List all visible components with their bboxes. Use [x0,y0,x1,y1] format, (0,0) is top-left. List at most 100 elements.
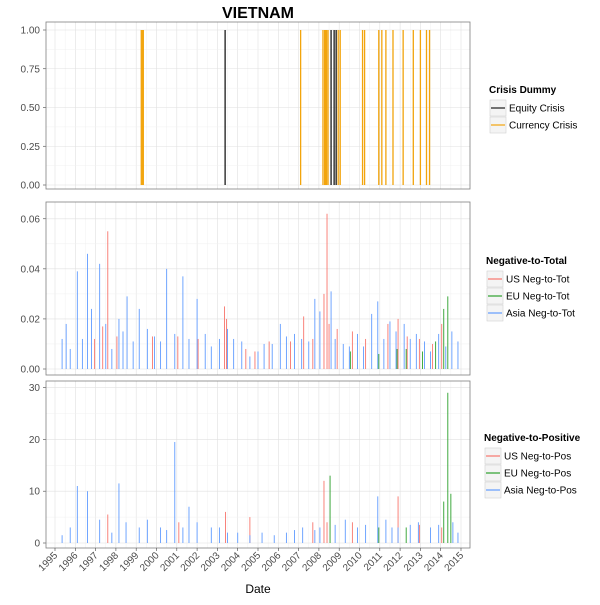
x-tick-label: 2006 [260,550,284,574]
y-tick-label: 0 [34,539,40,550]
bar [254,351,256,369]
bar [301,338,303,369]
bar [99,263,101,369]
bar [435,341,437,369]
bar [204,333,206,369]
bar [337,30,339,185]
bar [342,343,344,369]
y-tick-label: 0.75 [21,64,41,75]
bar [116,336,118,369]
legend-label: Currency Crisis [509,121,577,132]
bar [392,30,394,185]
bar [451,331,453,369]
bar [361,30,364,185]
bar [378,527,380,543]
bar [303,316,305,369]
bar [285,336,287,369]
bar [61,535,63,543]
bar [402,30,404,185]
bar [406,336,408,369]
y-tick-label: 0.04 [21,264,41,275]
bar [160,341,162,369]
bar [397,527,399,543]
series-currency-crisis [140,30,431,185]
bar [61,338,63,369]
bar [378,30,380,185]
y-tick-label: 0.06 [21,214,41,225]
bar [249,535,251,543]
legend-3: Negative-to-Positive US Neg-to-Pos EU Neg-… [484,433,581,499]
bar [430,527,431,543]
bar [312,338,314,369]
x-axis: 1995199619971998199920002001200220032004… [37,548,466,574]
bar [111,348,113,369]
bar [417,522,419,543]
bar [326,213,328,369]
series-equity-crisis [224,30,337,185]
bar [132,341,134,369]
bar [432,343,434,369]
bar [348,346,350,369]
bar [441,527,443,543]
bar [403,323,405,369]
series-us-neg-to-pos [107,480,443,543]
bar [438,333,440,369]
bar [395,331,397,369]
x-tick-label: 1997 [77,550,101,574]
x-tick-label: 1999 [118,550,142,574]
bar [146,519,148,543]
legend-1: Crisis Dummy Equity Crisis Currency Crisis [489,85,577,134]
legend-label: EU Neg-to-Pos [504,469,571,480]
bar [418,338,420,369]
panel-3: 0 10 20 30 [29,380,471,550]
bar [226,318,227,369]
legend-label: EU Neg-to-Tot [506,292,570,303]
bar [314,298,316,369]
legend-label: US Neg-to-Pos [504,452,571,463]
bar [154,336,155,369]
bar [339,30,341,185]
x-tick-label: 2004 [219,550,243,574]
bar [237,532,239,543]
bar [334,524,336,543]
panel-border [45,21,471,190]
bar [443,308,445,369]
bar [225,511,226,543]
bar [457,341,459,369]
bar [312,522,314,543]
bar [336,328,338,369]
bar [419,30,422,185]
x-tick-label: 2002 [179,550,203,574]
bar [445,346,447,369]
bar [227,328,228,369]
bar [151,336,153,369]
bar [290,341,291,369]
x-axis-label: Date [245,582,271,596]
bar [335,30,337,185]
legend-title: Negative-to-Positive [484,433,581,444]
bar [197,338,199,369]
bar [294,530,295,543]
bar [447,392,449,543]
x-tick-label: 2013 [402,550,426,574]
legend-label: US Neg-to-Tot [506,275,570,286]
bar [334,338,336,369]
bar [174,441,176,543]
bar [333,30,335,185]
bar [314,530,316,543]
bar [324,30,327,185]
y-tick-label: 0.25 [21,142,41,153]
bar [166,530,168,543]
x-tick-label: 1998 [98,550,122,574]
legend-label: Asia Neg-to-Pos [504,486,577,497]
panel-border [45,201,471,376]
bar [328,323,330,369]
bar [188,338,190,369]
panel-1: 0.00 0.25 0.50 0.75 1.00 [21,21,471,192]
bar [323,30,326,185]
x-tick-label: 2000 [138,550,162,574]
x-tick-label: 2001 [158,550,182,574]
bar [210,527,212,543]
bar [178,522,180,543]
